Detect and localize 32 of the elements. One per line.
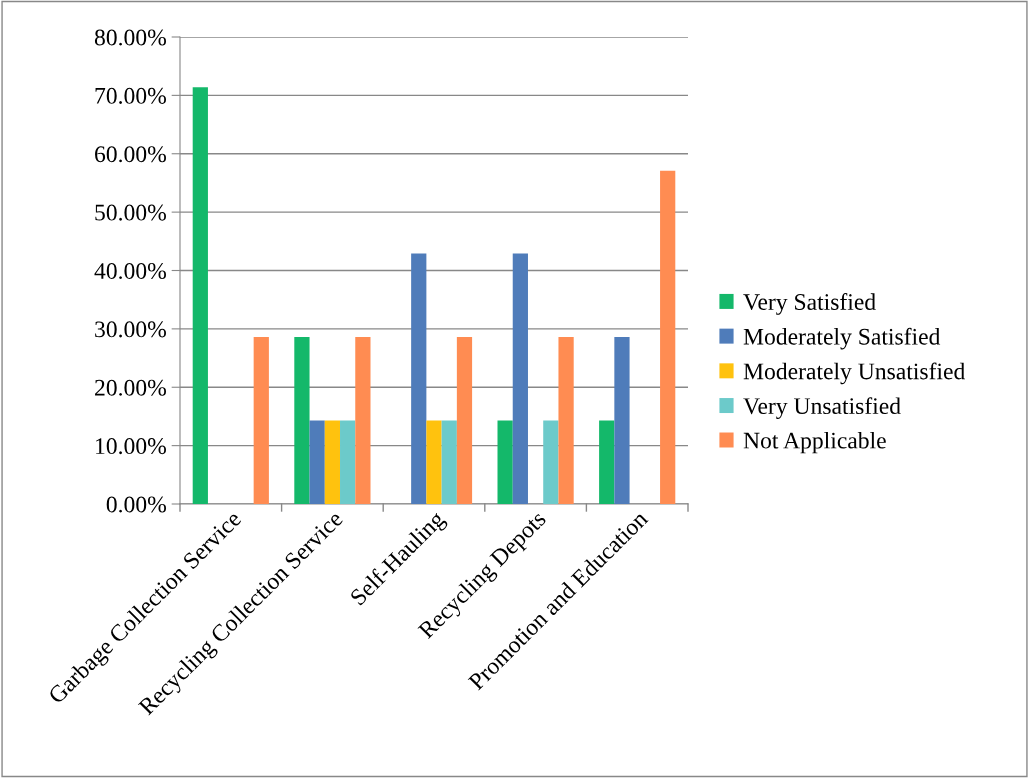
legend-label: Moderately Unsatisfied [743,362,966,385]
bar [294,337,310,504]
bar [324,420,341,504]
bar [497,420,513,504]
bar [456,337,473,504]
y-tick-label: 0.00% [106,496,166,513]
y-tick-label: 40.00% [94,262,166,280]
bar [309,420,325,504]
bar [253,337,269,504]
bar [599,420,615,504]
bar [340,420,356,504]
legend-label: Very Unsatisfied [743,397,901,419]
bar [426,420,442,504]
y-tick-label: 20.00% [95,379,166,396]
legend-label: Not Applicable [743,431,886,454]
y-tick-label: 60.00% [95,146,166,163]
legend-label: Moderately Satisfied [743,327,941,350]
bar [558,337,574,504]
bar [441,420,457,504]
y-tick-label: 50.00% [95,204,166,221]
bar [512,253,528,504]
bar [614,337,630,504]
bar [192,87,208,504]
y-tick-label: 30.00% [95,321,166,338]
y-tick-label: 10.00% [96,438,166,455]
y-tick-label: 80.00% [94,29,166,46]
y-tick-label: 70.00% [95,87,166,104]
legend-label: Very Satisfied [743,293,876,315]
bar [355,337,371,504]
bar [660,170,676,504]
bar [411,253,427,504]
bar [543,420,559,504]
